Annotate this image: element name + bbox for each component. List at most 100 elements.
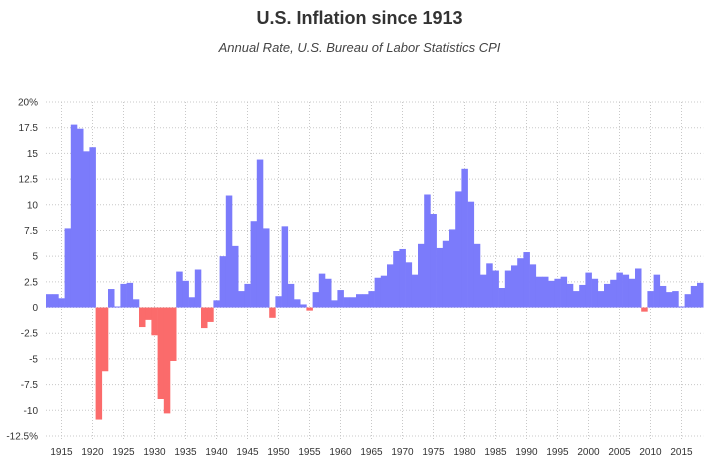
y-tick-label: -5 bbox=[29, 354, 38, 365]
bar bbox=[399, 248, 406, 308]
bar bbox=[294, 299, 301, 308]
bar bbox=[604, 283, 611, 308]
bar bbox=[170, 307, 177, 361]
bar bbox=[114, 306, 121, 308]
bar bbox=[436, 247, 444, 308]
bar bbox=[287, 283, 295, 308]
bar bbox=[504, 270, 512, 308]
bar bbox=[300, 304, 307, 308]
x-tick-label: 1980 bbox=[453, 447, 476, 458]
x-tick-label: 1925 bbox=[112, 447, 135, 458]
bar bbox=[480, 274, 487, 308]
bar bbox=[46, 294, 53, 308]
bar bbox=[678, 306, 685, 308]
y-tick-label: 20% bbox=[18, 98, 38, 109]
bar bbox=[511, 265, 518, 308]
x-tick-label: 2000 bbox=[577, 447, 600, 458]
bar bbox=[139, 307, 146, 328]
bar bbox=[393, 251, 400, 308]
bar bbox=[225, 195, 233, 308]
bar bbox=[77, 128, 84, 308]
bar bbox=[380, 275, 388, 308]
bar bbox=[176, 271, 183, 308]
x-tick-label: 1950 bbox=[267, 447, 290, 458]
bar bbox=[275, 296, 282, 308]
y-tick-label: 2.5 bbox=[24, 277, 38, 288]
x-tick-label: 2015 bbox=[670, 447, 693, 458]
bar bbox=[635, 268, 642, 308]
bar bbox=[653, 274, 661, 308]
y-tick-label: -2.5 bbox=[21, 329, 39, 340]
bar bbox=[281, 226, 289, 308]
y-tick-label: 7.5 bbox=[24, 226, 38, 237]
bar bbox=[64, 228, 72, 308]
bar bbox=[132, 299, 140, 308]
bar bbox=[101, 307, 109, 372]
x-tick-label: 2005 bbox=[608, 447, 631, 458]
bar bbox=[374, 277, 382, 308]
bar bbox=[120, 283, 127, 308]
bar bbox=[622, 274, 630, 308]
bar bbox=[616, 272, 623, 308]
x-tick-label: 1915 bbox=[50, 447, 73, 458]
bar bbox=[666, 292, 673, 308]
bar bbox=[585, 272, 592, 308]
bar bbox=[201, 307, 208, 329]
bar bbox=[126, 282, 134, 308]
y-tick-label: 5 bbox=[32, 252, 38, 263]
bar bbox=[250, 221, 258, 308]
bar bbox=[697, 282, 704, 308]
y-tick-label: 0 bbox=[32, 303, 38, 314]
bar bbox=[238, 291, 245, 308]
bar bbox=[442, 240, 450, 308]
y-tick-label: 15 bbox=[27, 149, 39, 160]
bar bbox=[486, 263, 493, 308]
y-tick-label: 17.5 bbox=[19, 123, 39, 134]
bar bbox=[542, 276, 549, 308]
x-tick-label: 2010 bbox=[639, 447, 662, 458]
x-tick-label: 1985 bbox=[484, 447, 507, 458]
bar bbox=[349, 297, 357, 308]
bar bbox=[548, 280, 555, 308]
y-tick-label: -12.5% bbox=[6, 432, 38, 443]
x-tick-label: 1955 bbox=[298, 447, 321, 458]
bar bbox=[163, 307, 171, 414]
bar bbox=[492, 270, 499, 308]
bar bbox=[368, 291, 375, 308]
bar bbox=[219, 256, 227, 308]
bar bbox=[312, 292, 320, 308]
bar bbox=[523, 252, 530, 308]
x-axis: 1915 1920 1925 1930 1935 1940 1945 1950 1955 1960… bbox=[50, 447, 693, 458]
bar bbox=[70, 124, 78, 308]
bar bbox=[573, 291, 580, 308]
y-tick-label: -7.5 bbox=[21, 380, 39, 391]
bar bbox=[535, 276, 543, 308]
bar bbox=[232, 245, 239, 308]
bar bbox=[554, 278, 561, 308]
bar bbox=[182, 280, 189, 308]
x-tick-label: 1975 bbox=[422, 447, 445, 458]
x-tick-label: 1970 bbox=[391, 447, 414, 458]
x-tick-label: 1965 bbox=[360, 447, 383, 458]
y-tick-label: -10 bbox=[24, 406, 39, 417]
bar bbox=[684, 294, 692, 308]
bar bbox=[356, 294, 363, 308]
bar bbox=[566, 283, 574, 308]
chart-title: U.S. Inflation since 1913 bbox=[256, 8, 463, 28]
bar bbox=[256, 159, 264, 308]
bar bbox=[517, 258, 524, 308]
bar bbox=[411, 274, 419, 308]
bar bbox=[108, 289, 115, 308]
grid-lines bbox=[46, 101, 704, 440]
bar bbox=[591, 278, 599, 308]
bar bbox=[467, 201, 475, 308]
bar bbox=[188, 297, 196, 308]
bar bbox=[207, 307, 214, 322]
bar bbox=[269, 307, 276, 318]
bar bbox=[430, 214, 437, 308]
bar bbox=[610, 279, 617, 308]
bar bbox=[461, 168, 468, 308]
y-tick-label: 12.5 bbox=[19, 175, 39, 186]
x-tick-label: 1920 bbox=[81, 447, 104, 458]
